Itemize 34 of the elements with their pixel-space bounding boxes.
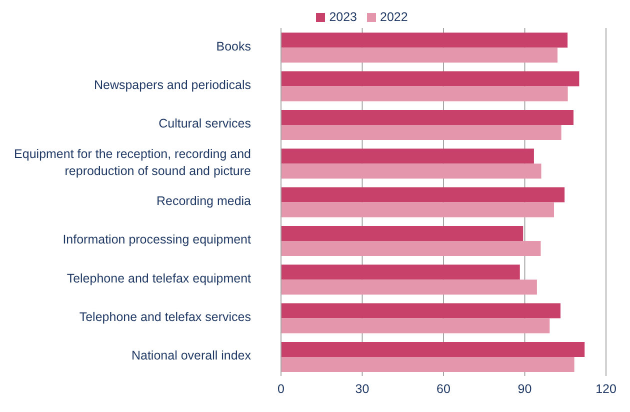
- bar: [281, 303, 560, 318]
- x-tick-label: 60: [436, 382, 450, 396]
- x-tick-label: 30: [355, 382, 370, 396]
- y-tick-label: Newspapers and periodicals: [94, 78, 251, 92]
- bar: [281, 264, 520, 280]
- bar: [281, 164, 542, 179]
- legend-label: 2023: [329, 10, 357, 24]
- bar: [281, 187, 565, 202]
- bar: [281, 32, 568, 48]
- bar: [281, 110, 574, 125]
- bar: [281, 202, 554, 218]
- bar: [281, 342, 585, 357]
- x-tick-label: 0: [278, 382, 285, 396]
- y-tick-label: Information processing equipment: [62, 232, 252, 247]
- bar: [281, 226, 524, 241]
- y-tick-label: Cultural services: [158, 116, 251, 131]
- x-tick-label: 120: [596, 382, 616, 396]
- bar: [281, 280, 537, 295]
- y-tick-label: Equipment for the reception, recording and reproduction of sound and picture: [14, 147, 252, 178]
- bar: [281, 71, 580, 86]
- bar: [281, 240, 541, 256]
- bar: [281, 48, 558, 63]
- y-tick-label: Telephone and telefax equipment: [66, 272, 252, 286]
- x-tick-label: 90: [518, 382, 532, 396]
- bar: [281, 86, 568, 102]
- y-tick-label: Telephone and telefax services: [79, 310, 251, 324]
- y-tick-label: Recording media: [156, 194, 252, 208]
- y-tick-label: Books: [216, 40, 251, 54]
- bar: [281, 148, 534, 164]
- legend-label: 2022: [380, 10, 408, 24]
- bar: [281, 356, 574, 372]
- bar: [281, 318, 550, 334]
- y-tick-label: National overall index: [131, 348, 252, 363]
- bar: [281, 124, 562, 140]
